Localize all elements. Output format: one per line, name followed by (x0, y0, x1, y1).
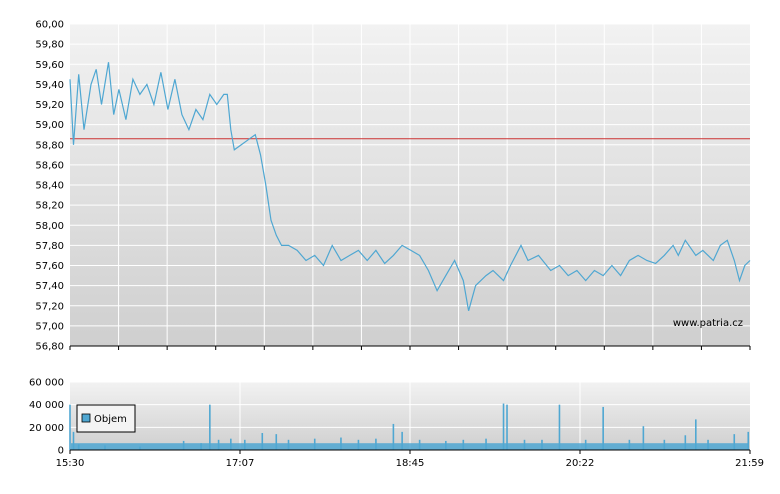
volume-bar (642, 426, 645, 450)
price-y-tick-label: 57,60 (35, 261, 64, 272)
volume-bar (182, 440, 185, 450)
volume-bar (695, 419, 697, 450)
price-y-tick-label: 59,40 (35, 80, 64, 91)
price-y-tick-label: 59,80 (35, 40, 64, 51)
watermark: www.patria.cz (673, 318, 743, 329)
volume-bar (628, 439, 631, 450)
volume-bar (462, 439, 465, 450)
volume-bar (392, 423, 395, 450)
price-y-axis: 60,00 59,80 59,60 59,40 59,20 59,00 58,80 58,60… (35, 20, 64, 353)
x-tick-label: 20:22 (566, 458, 595, 469)
price-y-tick-label: 58,40 (35, 181, 64, 192)
volume-bar (72, 431, 75, 450)
volume-bar (523, 439, 526, 450)
volume-y-tick-label: 0 (58, 446, 64, 457)
price-y-tick-label: 57,80 (35, 241, 64, 252)
price-y-tick-label: 58,80 (35, 140, 64, 151)
x-tick-label: 15:30 (56, 458, 85, 469)
volume-bar (418, 439, 421, 450)
volume-x-axis: 15:30 17:07 18:45 20:22 21:59 (56, 450, 764, 469)
x-tick-label: 21:59 (735, 458, 764, 469)
volume-bar (313, 438, 316, 450)
x-tick-label: 18:45 (396, 458, 425, 469)
price-y-tick-label: 59,60 (35, 60, 64, 71)
volume-bar (445, 440, 447, 450)
legend-label: Objem (94, 414, 127, 425)
volume-bar (485, 438, 487, 450)
volume-bar (244, 439, 246, 450)
volume-bar (541, 439, 543, 450)
volume-bar (558, 404, 561, 450)
price-y-tick-label: 59,00 (35, 120, 64, 131)
volume-y-tick-label: 60 000 (29, 378, 64, 389)
volume-legend: Objem (76, 404, 136, 433)
price-y-tick-label: 57,20 (35, 301, 64, 312)
volume-bar (733, 434, 736, 450)
volume-y-axis: 60 000 40 000 20 000 0 (29, 378, 64, 457)
price-y-tick-label: 58,00 (35, 221, 64, 232)
volume-bar (401, 431, 403, 450)
price-y-tick-label: 57,40 (35, 281, 64, 292)
volume-bar (502, 403, 505, 450)
volume-bar (275, 434, 278, 450)
price-y-tick-label: 60,00 (35, 20, 64, 31)
volume-bar (104, 445, 106, 450)
x-tick-label: 17:07 (226, 458, 255, 469)
volume-bar (375, 438, 377, 450)
price-series-line (69, 62, 751, 311)
volume-y-tick-label: 40 000 (29, 400, 64, 411)
volume-bar (506, 404, 508, 450)
volume-bar (209, 404, 211, 450)
volume-bars (69, 403, 750, 450)
volume-bar (230, 438, 232, 450)
volume-bar (684, 435, 687, 450)
volume-bar (584, 439, 587, 450)
volume-bar (200, 443, 202, 450)
volume-baseline-band (71, 443, 749, 450)
volume-bar (261, 433, 264, 450)
volume-bar (217, 439, 220, 450)
volume-bar (747, 431, 750, 450)
price-grid (70, 23, 750, 347)
volume-bar (602, 406, 604, 450)
volume-bar (139, 446, 141, 450)
price-x-ticks (69, 346, 751, 350)
price-y-tick-label: 56,80 (35, 342, 64, 353)
price-y-tick-label: 58,20 (35, 201, 64, 212)
volume-bar (707, 439, 709, 450)
price-y-tick-label: 57,00 (35, 321, 64, 332)
volume-y-tick-label: 20 000 (29, 423, 64, 434)
price-y-tick-label: 58,60 (35, 160, 64, 171)
volume-bar (69, 404, 71, 450)
volume-bar (340, 437, 342, 450)
volume-bar (357, 439, 360, 450)
volume-bar (663, 439, 666, 450)
volume-bar (287, 439, 290, 450)
legend-swatch (81, 413, 91, 423)
price-y-tick-label: 59,20 (35, 100, 64, 111)
volume-bar (77, 444, 80, 450)
